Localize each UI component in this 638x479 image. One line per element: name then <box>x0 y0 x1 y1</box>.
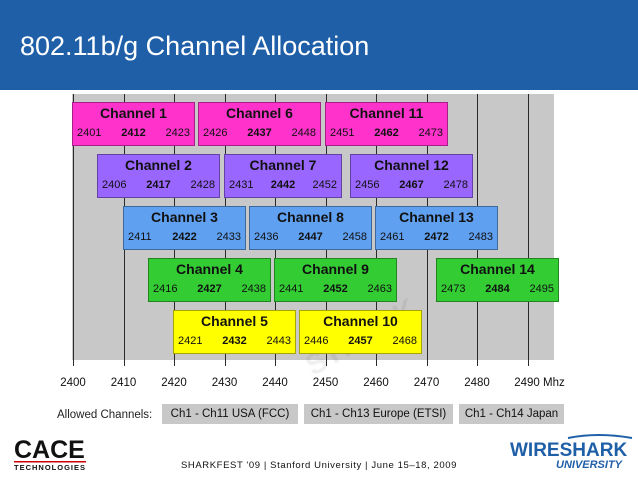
tick-label-2430: 2430 <box>211 377 238 389</box>
channel-center-frequency: 2472 <box>424 231 449 243</box>
channel-center-frequency: 2437 <box>247 127 272 139</box>
channel-2-block: Channel 2 2406 2417 2428 <box>97 154 220 198</box>
channel-4-block: Channel 4 2416 2427 2438 <box>148 258 271 302</box>
cace-logo: CACE TECHNOLOGIES <box>12 432 92 477</box>
channel-name: Channel 9 <box>302 261 369 277</box>
cace-logo-subtext: TECHNOLOGIES <box>14 463 86 472</box>
channel-center-frequency: 2422 <box>172 231 197 243</box>
channel-8-block: Channel 8 2436 2447 2458 <box>249 206 372 250</box>
channel-1-block: Channel 1 2401 2412 2423 <box>72 102 195 146</box>
channel-high-frequency: 2448 <box>291 127 316 139</box>
channel-name: Channel 11 <box>349 105 424 121</box>
channel-high-frequency: 2428 <box>190 179 215 191</box>
tick-label-2410: 2410 <box>110 377 137 389</box>
channel-14-block: Channel 14 2473 2484 2495 <box>436 258 559 302</box>
channel-low-frequency: 2401 <box>77 127 102 139</box>
channel-high-frequency: 2423 <box>165 127 190 139</box>
channel-name: Channel 7 <box>249 157 317 173</box>
channel-3-block: Channel 3 2411 2422 2433 <box>123 206 246 250</box>
tick-label-2460: 2460 <box>363 377 389 389</box>
gridline-2400 <box>73 94 74 366</box>
region-europe: Ch1 - Ch13 Europe (ETSI) <box>304 404 453 424</box>
channel-name: Channel 6 <box>226 105 293 121</box>
slide-header: 802.11b/g Channel Allocation <box>0 0 638 90</box>
channel-name: Channel 5 <box>201 313 268 329</box>
channel-center-frequency: 2432 <box>222 335 247 347</box>
channel-center-frequency: 2452 <box>323 283 348 295</box>
channel-low-frequency: 2441 <box>279 283 304 295</box>
channel-high-frequency: 2495 <box>529 283 554 295</box>
region-japan: Ch1 - Ch14 Japan <box>459 404 564 424</box>
channel-high-frequency: 2452 <box>312 179 337 191</box>
channel-6-block: Channel 6 2426 2437 2448 <box>198 102 321 146</box>
channel-7-block: Channel 7 2431 2442 2452 <box>224 154 342 198</box>
channel-center-frequency: 2484 <box>485 283 510 295</box>
tick-label-2450: 2450 <box>312 377 339 389</box>
channel-center-frequency: 2417 <box>146 179 171 191</box>
channel-high-frequency: 2458 <box>342 231 367 243</box>
channel-name: Channel 3 <box>151 209 218 225</box>
channel-center-frequency: 2412 <box>121 127 146 139</box>
channel-high-frequency: 2473 <box>418 127 443 139</box>
channel-name: Channel 1 <box>100 105 167 121</box>
channel-low-frequency: 2456 <box>355 179 380 191</box>
channel-name: Channel 10 <box>323 313 398 329</box>
wireshark-logo-subtext: UNIVERSITY <box>556 459 624 471</box>
footer-text: SHARKFEST '09 | Stanford University | Ju… <box>180 460 458 471</box>
channel-5-block: Channel 5 2421 2432 2443 <box>173 310 296 354</box>
channel-low-frequency: 2473 <box>441 283 466 295</box>
channel-11-block: Channel 11 2451 2462 2473 <box>325 102 448 146</box>
channel-12-block: Channel 12 2456 2467 2478 <box>350 154 473 198</box>
channel-low-frequency: 2406 <box>102 179 127 191</box>
channel-9-block: Channel 9 2441 2452 2463 <box>274 258 397 302</box>
cace-logo-text: CACE <box>14 436 85 464</box>
channel-low-frequency: 2461 <box>380 231 405 243</box>
channel-center-frequency: 2427 <box>197 283 222 295</box>
channel-13-block: Channel 13 2461 2472 2483 <box>375 206 498 250</box>
channel-low-frequency: 2416 <box>153 283 178 295</box>
channel-center-frequency: 2442 <box>270 179 296 191</box>
channel-low-frequency: 2431 <box>229 179 254 191</box>
region-usa: Ch1 - Ch11 USA (FCC) <box>162 404 298 424</box>
channel-low-frequency: 2426 <box>203 127 228 139</box>
channel-name: Channel 12 <box>374 157 449 173</box>
wireshark-logo: WIRESHARK UNIVERSITY <box>508 432 636 477</box>
tick-label-2490: 2490 Mhz <box>514 377 565 389</box>
wireshark-logo-text: WIRESHARK <box>510 440 627 461</box>
tick-label-2420: 2420 <box>161 377 187 389</box>
channel-high-frequency: 2463 <box>367 283 392 295</box>
channel-low-frequency: 2446 <box>304 335 329 347</box>
channel-10-block: Channel 10 2446 2457 2468 <box>299 310 422 354</box>
channel-high-frequency: 2468 <box>392 335 417 347</box>
tick-label-2470: 2470 <box>413 377 440 389</box>
channel-high-frequency: 2443 <box>266 335 291 347</box>
channel-name: Channel 14 <box>460 261 535 277</box>
channel-name: Channel 8 <box>277 209 344 225</box>
channel-low-frequency: 2421 <box>178 335 203 347</box>
tick-label-2440: 2440 <box>262 377 288 389</box>
channel-low-frequency: 2451 <box>330 127 355 139</box>
channel-high-frequency: 2483 <box>468 231 493 243</box>
channel-center-frequency: 2457 <box>348 335 373 347</box>
channel-high-frequency: 2433 <box>216 231 241 243</box>
channel-name: Channel 2 <box>125 157 192 173</box>
slide-title: 802.11b/g Channel Allocation <box>20 31 370 61</box>
channel-name: Channel 13 <box>399 209 474 225</box>
channel-low-frequency: 2411 <box>128 231 152 243</box>
channel-center-frequency: 2462 <box>374 127 399 139</box>
tick-label-2400: 2400 <box>60 377 86 389</box>
tick-label-2480: 2480 <box>464 377 490 389</box>
gridline-2490 <box>528 94 529 366</box>
channel-center-frequency: 2467 <box>399 179 424 191</box>
channel-low-frequency: 2436 <box>254 231 279 243</box>
channel-high-frequency: 2438 <box>241 283 266 295</box>
allowed-channels-label: Allowed Channels: <box>57 409 153 421</box>
channel-name: Channel 4 <box>176 261 243 277</box>
channel-center-frequency: 2447 <box>298 231 323 243</box>
channel-high-frequency: 2478 <box>443 179 468 191</box>
